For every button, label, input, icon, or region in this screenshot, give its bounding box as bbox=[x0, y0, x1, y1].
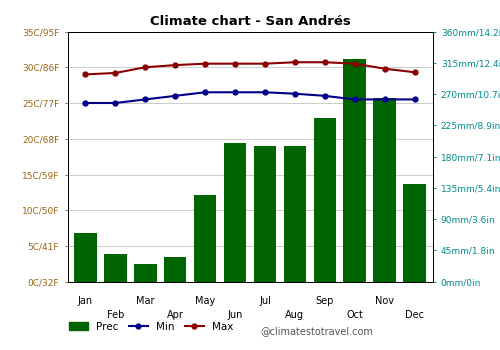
Bar bbox=[104, 254, 126, 282]
Bar bbox=[194, 195, 216, 282]
Bar bbox=[284, 146, 306, 282]
Text: May: May bbox=[195, 296, 215, 306]
Bar bbox=[374, 98, 396, 282]
Text: Mar: Mar bbox=[136, 296, 154, 306]
Bar bbox=[164, 257, 186, 282]
Text: Oct: Oct bbox=[346, 309, 363, 320]
Text: Jun: Jun bbox=[228, 309, 242, 320]
Bar bbox=[74, 233, 96, 282]
Text: Apr: Apr bbox=[167, 309, 184, 320]
Bar bbox=[404, 184, 426, 282]
Bar bbox=[314, 118, 336, 282]
Bar bbox=[344, 59, 366, 282]
Title: Climate chart - San Andrés: Climate chart - San Andrés bbox=[150, 15, 350, 28]
Text: Jul: Jul bbox=[259, 296, 271, 306]
Text: @climatestotravel.com: @climatestotravel.com bbox=[260, 326, 373, 336]
Text: Nov: Nov bbox=[375, 296, 394, 306]
Text: Dec: Dec bbox=[405, 309, 424, 320]
Text: Jan: Jan bbox=[78, 296, 93, 306]
Text: Sep: Sep bbox=[316, 296, 334, 306]
Bar bbox=[254, 146, 276, 282]
Text: Feb: Feb bbox=[106, 309, 124, 320]
Bar bbox=[224, 143, 246, 282]
Text: Aug: Aug bbox=[286, 309, 304, 320]
Bar bbox=[134, 264, 156, 282]
Legend: Prec, Min, Max: Prec, Min, Max bbox=[69, 322, 234, 331]
